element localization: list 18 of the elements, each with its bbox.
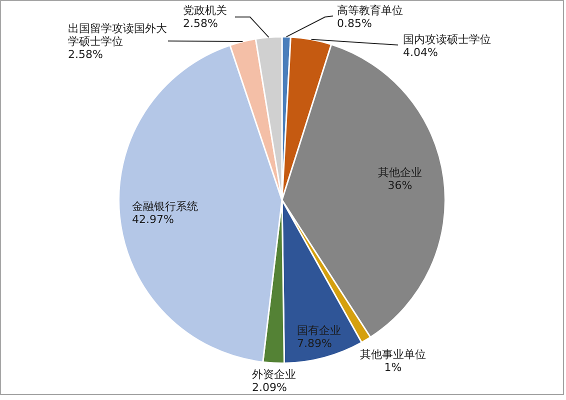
slice-label: 党政机关	[183, 4, 227, 17]
slice-label: 其他企业	[378, 166, 422, 179]
data-label: 7.89%	[297, 336, 332, 350]
data-label: 4.04%	[403, 46, 438, 59]
data-label: 2.58%	[183, 16, 218, 30]
data-label: 1%	[384, 360, 402, 374]
slice-label: 出国留学攻读国外大学硕士学位	[68, 22, 167, 48]
slice-label: 其他事业单位	[360, 348, 426, 361]
slice-label: 国有企业	[297, 324, 341, 337]
data-label: 2.58%	[68, 48, 103, 61]
slice-label: 金融银行系统	[132, 200, 198, 213]
slice-label: 国内攻读硕士学位	[403, 32, 491, 46]
data-label: 0.85%	[337, 16, 372, 30]
slice-label: 高等教育单位	[337, 4, 403, 17]
data-label: 36%	[388, 178, 412, 192]
data-label: 42.97%	[132, 212, 174, 226]
data-label: 2.09%	[252, 380, 287, 394]
slice-label: 外资企业	[252, 368, 296, 381]
